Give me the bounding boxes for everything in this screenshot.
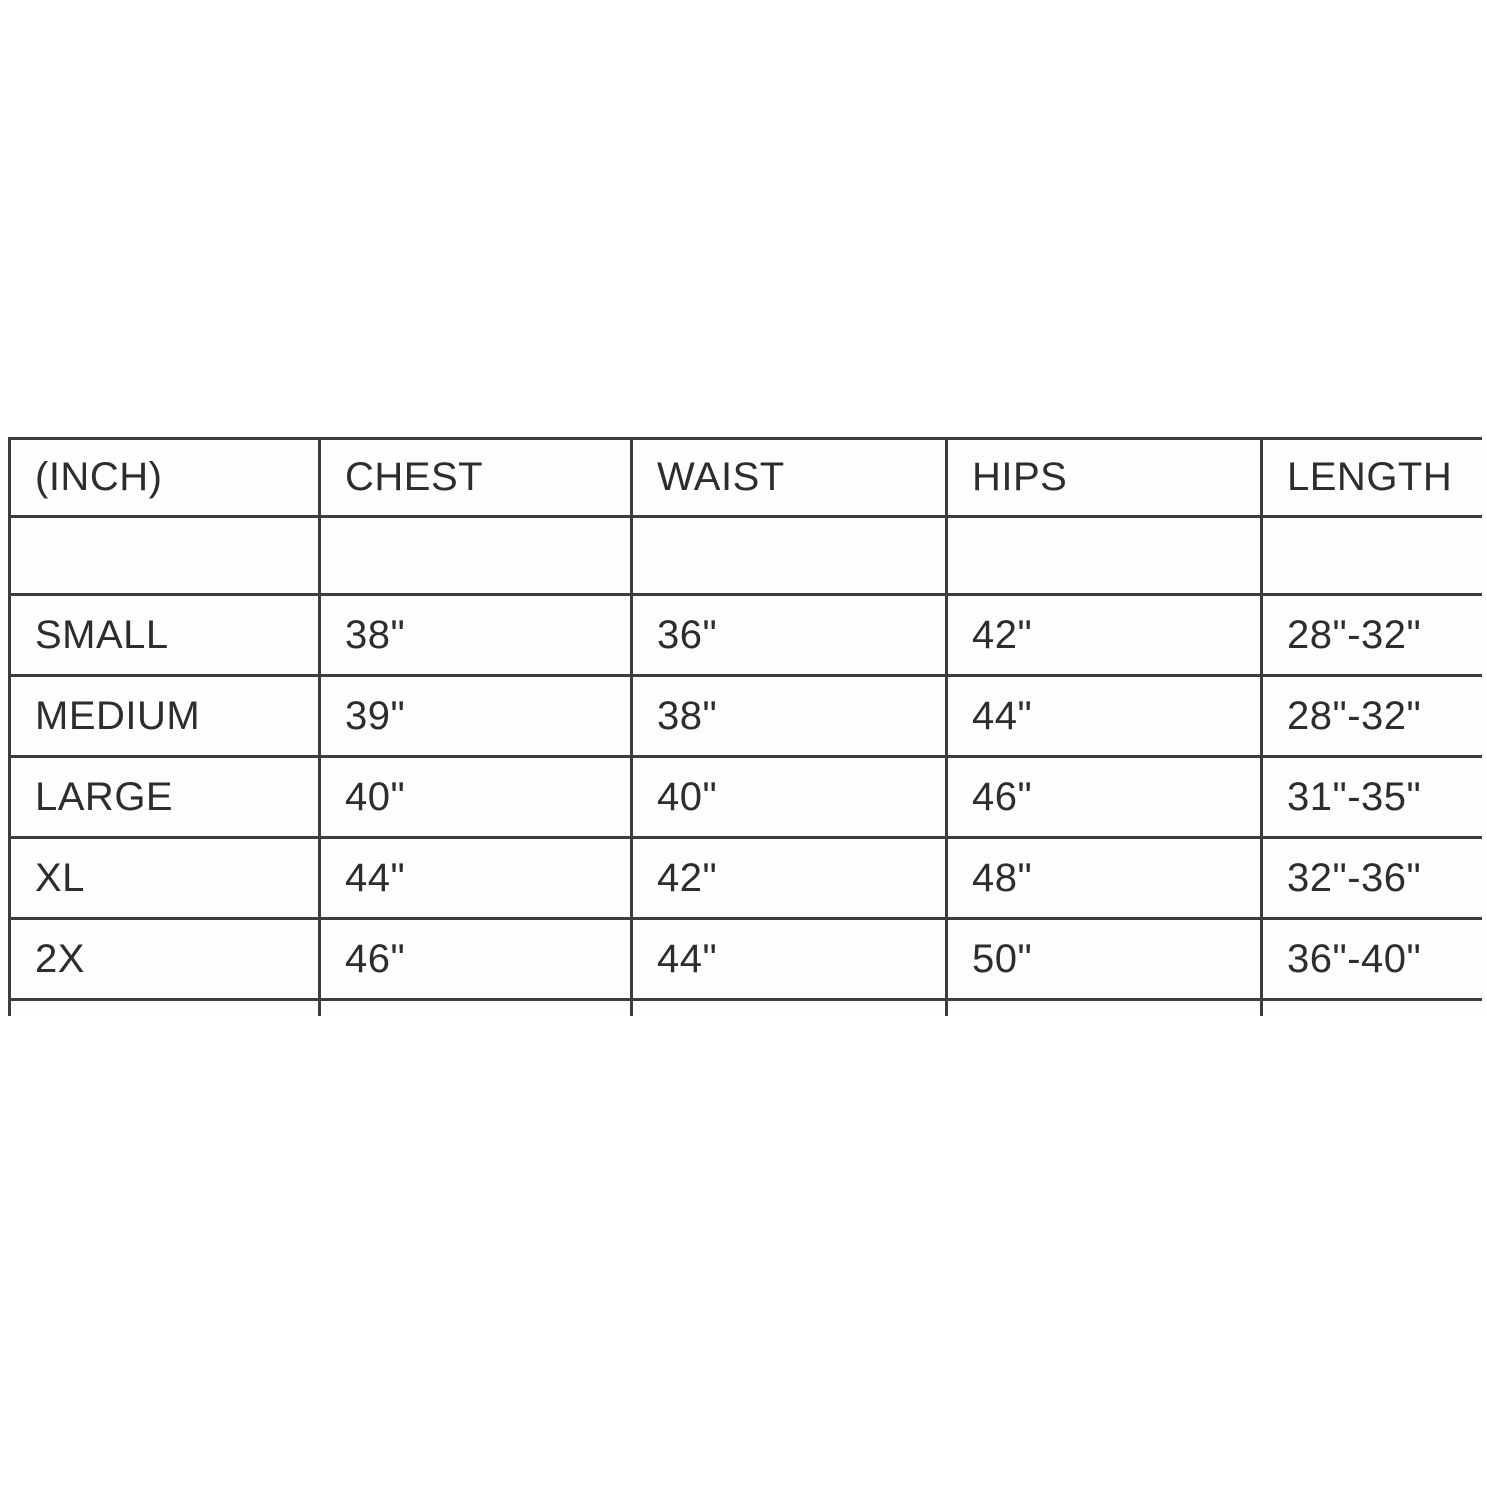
- cutoff-cell: [1260, 998, 1482, 1016]
- hips-value: 44": [945, 674, 1263, 758]
- spacer-cell: [318, 515, 633, 596]
- cutoff-row: [8, 998, 1482, 1016]
- waist-value: 44": [630, 917, 948, 1001]
- length-value: 28"-32": [1260, 674, 1482, 758]
- hips-value: 42": [945, 593, 1263, 677]
- hips-value: 46": [945, 755, 1263, 839]
- waist-value: 36": [630, 593, 948, 677]
- hips-value: 48": [945, 836, 1263, 920]
- column-header-length: LENGTH: [1260, 437, 1482, 518]
- chest-value: 44": [318, 836, 633, 920]
- waist-value: 42": [630, 836, 948, 920]
- header-row: (INCH) CHEST WAIST HIPS LENGTH: [8, 437, 1482, 518]
- size-row-small: SMALL 38" 36" 42" 28"-32": [8, 593, 1482, 677]
- cutoff-cell: [318, 998, 633, 1016]
- waist-value: 38": [630, 674, 948, 758]
- cutoff-cell: [630, 998, 948, 1016]
- size-row-large: LARGE 40" 40" 46" 31"-35": [8, 755, 1482, 839]
- spacer-cell: [1260, 515, 1482, 596]
- hips-value: 50": [945, 917, 1263, 1001]
- size-chart: (INCH) CHEST WAIST HIPS LENGTH SMALL 38"…: [8, 437, 1482, 1016]
- size-label: SMALL: [8, 593, 321, 677]
- column-header-inch: (INCH): [8, 437, 321, 518]
- spacer-cell: [945, 515, 1263, 596]
- spacer-cell: [8, 515, 321, 596]
- size-label: 2X: [8, 917, 321, 1001]
- chest-value: 46": [318, 917, 633, 1001]
- cutoff-cell: [8, 998, 321, 1016]
- length-value: 32"-36": [1260, 836, 1482, 920]
- size-chart-table: (INCH) CHEST WAIST HIPS LENGTH SMALL 38"…: [8, 437, 1482, 1016]
- spacer-row: [8, 515, 1482, 596]
- column-header-waist: WAIST: [630, 437, 948, 518]
- waist-value: 40": [630, 755, 948, 839]
- size-label: LARGE: [8, 755, 321, 839]
- chest-value: 39": [318, 674, 633, 758]
- size-label: MEDIUM: [8, 674, 321, 758]
- chest-value: 38": [318, 593, 633, 677]
- size-row-2x: 2X 46" 44" 50" 36"-40": [8, 917, 1482, 1001]
- size-row-xl: XL 44" 42" 48" 32"-36": [8, 836, 1482, 920]
- spacer-cell: [630, 515, 948, 596]
- length-value: 28"-32": [1260, 593, 1482, 677]
- size-label: XL: [8, 836, 321, 920]
- column-header-chest: CHEST: [318, 437, 633, 518]
- length-value: 36"-40": [1260, 917, 1482, 1001]
- cutoff-cell: [945, 998, 1263, 1016]
- column-header-hips: HIPS: [945, 437, 1263, 518]
- size-row-medium: MEDIUM 39" 38" 44" 28"-32": [8, 674, 1482, 758]
- length-value: 31"-35": [1260, 755, 1482, 839]
- chest-value: 40": [318, 755, 633, 839]
